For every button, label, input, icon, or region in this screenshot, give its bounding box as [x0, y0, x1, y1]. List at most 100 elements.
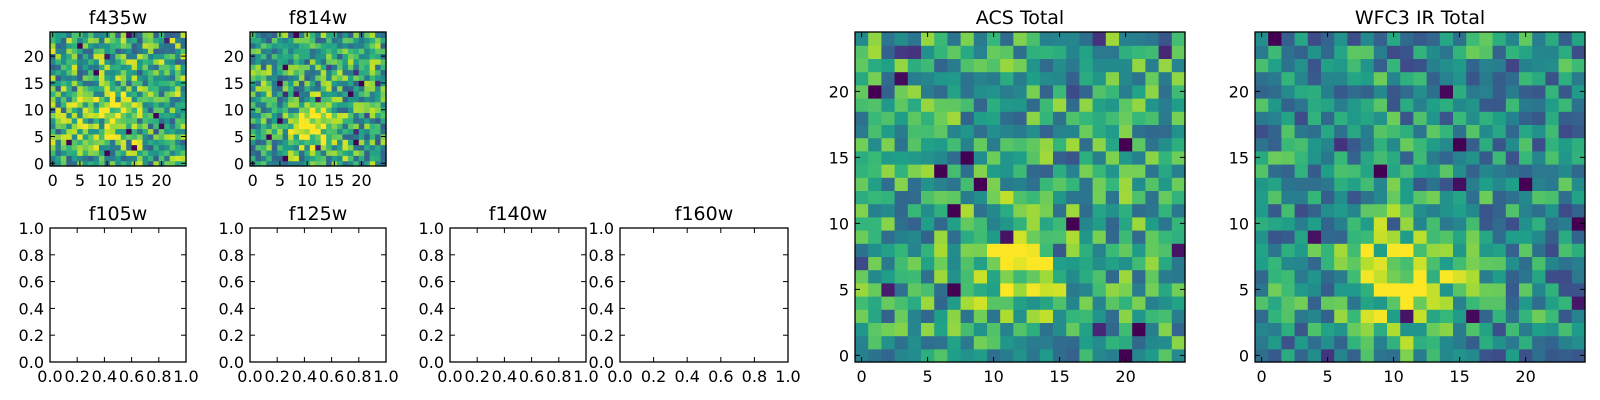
heatmap-cell: [1105, 296, 1120, 310]
heatmap-cell: [115, 32, 122, 38]
heatmap-cell: [158, 139, 165, 146]
heatmap-cell: [271, 139, 278, 146]
heatmap-cell: [960, 45, 975, 59]
heatmap-cell: [375, 53, 382, 60]
heatmap-cell: [855, 124, 869, 139]
heatmap-cell: [1334, 111, 1348, 125]
heatmap-cell: [1387, 243, 1401, 257]
heatmap-cell: [1105, 71, 1120, 86]
heatmap-cell: [1053, 243, 1067, 257]
heatmap-cell: [1105, 84, 1120, 99]
heatmap-cell: [93, 32, 100, 38]
heatmap-cell: [973, 190, 988, 205]
heatmap-cell: [353, 74, 360, 81]
heatmap-cell: [309, 37, 316, 44]
heatmap-cell: [1000, 84, 1014, 99]
heatmap-cell: [298, 144, 305, 151]
heatmap-cell: [1079, 309, 1094, 323]
heatmap-cell: [250, 155, 257, 162]
heatmap-cell: [1321, 256, 1335, 271]
heatmap-cell: [364, 96, 371, 103]
heatmap-cell: [353, 144, 360, 151]
heatmap-cell: [88, 155, 95, 162]
heatmap-cell: [960, 111, 975, 125]
heatmap-cell: [255, 123, 262, 130]
heatmap-cell: [358, 133, 365, 140]
heatmap-cell: [1387, 348, 1401, 363]
heatmap-cell: [1307, 124, 1322, 139]
heatmap-cell: [180, 155, 187, 162]
heatmap-cell: [137, 160, 144, 167]
heatmap-cell: [1092, 71, 1107, 86]
heatmap-cell: [1294, 98, 1309, 112]
heatmap-cell: [93, 149, 100, 156]
heatmap-cell: [1505, 32, 1520, 46]
heatmap-cell: [66, 58, 73, 65]
heatmap-cell: [1505, 348, 1520, 363]
heatmap-cell: [271, 58, 278, 65]
heatmap-cell: [55, 160, 62, 167]
heatmap-cell: [1558, 164, 1573, 178]
heatmap-cell: [1039, 296, 1054, 310]
heatmap-cell: [1092, 32, 1107, 46]
heatmap-cell: [1373, 348, 1388, 363]
heatmap-cell: [1039, 348, 1054, 363]
heatmap-cell: [266, 149, 273, 156]
heatmap-cell: [131, 90, 138, 97]
heatmap-cell: [1092, 190, 1107, 205]
heatmap-cell: [1013, 164, 1028, 178]
heatmap-cell: [288, 149, 295, 156]
heatmap-cell: [88, 69, 95, 76]
heatmap-cell: [1466, 243, 1480, 257]
heatmap-cell: [1360, 282, 1375, 297]
heatmap-cell: [1132, 150, 1146, 165]
heatmap-cell: [260, 48, 267, 55]
heatmap-cell: [250, 58, 257, 65]
heatmap-cell: [320, 80, 327, 87]
heatmap-cell: [1492, 282, 1507, 297]
heatmap-cell: [1545, 177, 1560, 191]
heatmap-cell: [1132, 296, 1146, 310]
heatmap-cell: [158, 96, 165, 103]
heatmap-cell: [55, 69, 62, 76]
heatmap-cell: [369, 32, 376, 38]
heatmap-cell: [1281, 230, 1296, 244]
heatmap-cell: [1347, 190, 1362, 205]
heatmap-cell: [1079, 177, 1094, 191]
heatmap-cell: [115, 58, 122, 65]
heatmap-cell: [347, 139, 354, 146]
heatmap-cell: [1373, 98, 1388, 112]
heatmap-cell: [921, 58, 935, 73]
heatmap-cell: [1439, 190, 1454, 205]
heatmap-cell: [1413, 322, 1428, 337]
heatmap-cell: [1255, 98, 1269, 112]
heatmap-cell: [1268, 177, 1282, 191]
heatmap-cell: [1039, 45, 1054, 59]
heatmap-cell: [309, 74, 316, 81]
heatmap-cell: [380, 58, 387, 65]
heatmap-cell: [973, 282, 988, 297]
heatmap-cell: [973, 269, 988, 284]
heatmap-cell: [1373, 111, 1388, 125]
heatmap-cell: [153, 133, 160, 140]
heatmap-cell: [1347, 309, 1362, 323]
heatmap-cell: [1132, 230, 1146, 244]
heatmap-cell: [250, 128, 257, 135]
heatmap-cell: [288, 128, 295, 135]
heatmap-cell: [947, 71, 962, 86]
heatmap-cell: [960, 309, 975, 323]
heatmap-cell: [960, 282, 975, 297]
heatmap-cell: [1013, 124, 1028, 139]
x-tick-label: 0: [1257, 367, 1267, 386]
heatmap-cell: [331, 90, 338, 97]
heatmap-cell: [347, 128, 354, 135]
heatmap-cell: [960, 216, 975, 231]
x-tick-label: 0: [857, 367, 867, 386]
heatmap-cell: [115, 85, 122, 92]
heatmap-cell: [973, 203, 988, 218]
heatmap-cell: [120, 69, 127, 76]
heatmap-cell: [282, 74, 289, 81]
heatmap-cell: [934, 282, 948, 297]
heatmap-cell: [1492, 137, 1507, 152]
heatmap-cell: [175, 128, 182, 135]
